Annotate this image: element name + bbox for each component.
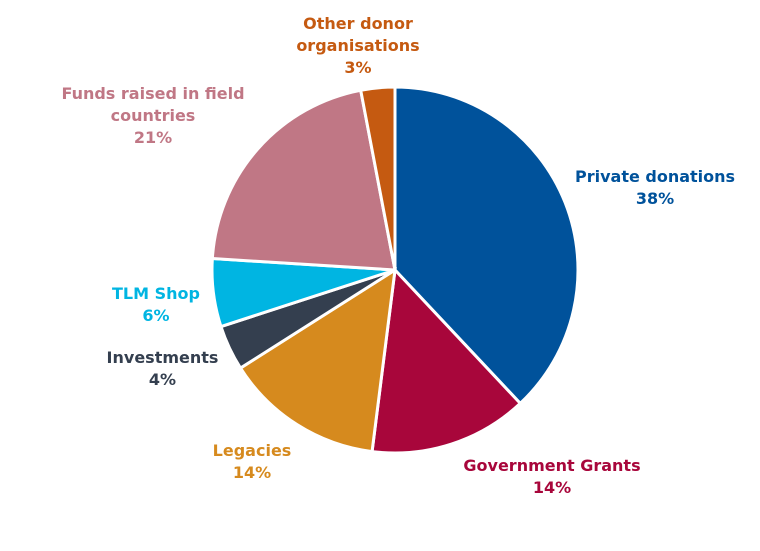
label-government-grants: Government Grants 14% — [462, 455, 642, 499]
label-funds-raised-field: Funds raised in field countries 21% — [58, 83, 248, 149]
label-private-donations-pct: 38% — [635, 189, 675, 208]
label-funds-raised-field-pct: 21% — [133, 128, 173, 147]
label-funds-raised-field-name2: countries — [110, 106, 196, 125]
label-tlm-shop-pct: 6% — [142, 306, 170, 325]
label-other-donor-name2: organisations — [296, 36, 420, 55]
pie-slice-legacies — [238, 267, 397, 454]
pie-slice-funds-raised-in-field-countries — [210, 88, 397, 272]
label-legacies: Legacies 14% — [202, 440, 302, 484]
label-funds-raised-field-name: Funds raised in field — [61, 84, 245, 103]
label-investments-pct: 4% — [148, 370, 177, 389]
label-legacies-name: Legacies — [212, 441, 292, 460]
pie-slice-government-grants — [370, 266, 523, 455]
label-private-donations-name: Private donations — [575, 167, 736, 186]
pie-slices — [210, 85, 580, 455]
label-investments: Investments 4% — [105, 347, 220, 391]
label-tlm-shop: TLM Shop 6% — [106, 283, 206, 327]
label-government-grants-name: Government Grants — [463, 456, 641, 475]
label-other-donor-name: Other donor — [303, 14, 413, 33]
label-legacies-pct: 14% — [232, 463, 272, 482]
label-investments-name: Investments — [106, 348, 219, 367]
label-private-donations: Private donations 38% — [575, 166, 735, 210]
label-tlm-shop-name: TLM Shop — [112, 284, 200, 303]
pie-slice-private-donations — [393, 85, 580, 406]
pie-slice-other-donor-organisations — [358, 85, 397, 271]
label-government-grants-pct: 14% — [532, 478, 572, 497]
label-other-donor: Other donor organisations 3% — [283, 13, 433, 79]
label-other-donor-pct: 3% — [344, 58, 372, 77]
